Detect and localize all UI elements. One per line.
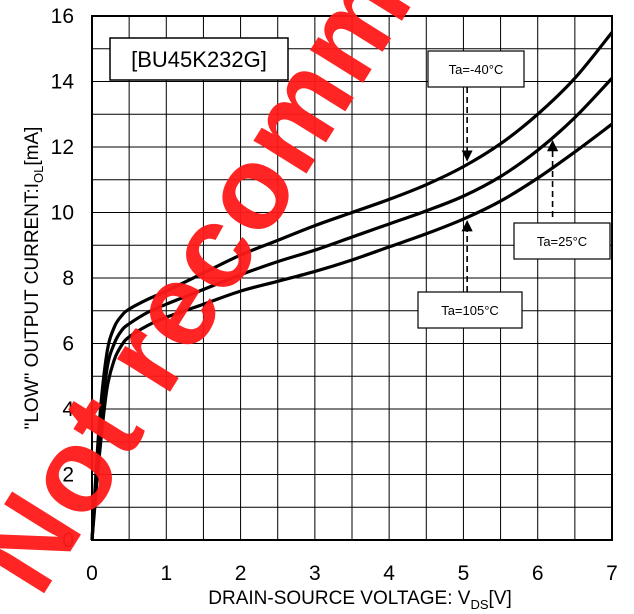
grid [91, 15, 613, 541]
annotation-2: Ta=105°C [417, 220, 523, 329]
annotation-1: Ta=25°C [513, 140, 611, 260]
series-layer [90, 31, 614, 541]
x-tick-label: 1 [160, 562, 172, 585]
annotation-0: Ta=-40°C [427, 50, 525, 162]
plot-frame [91, 15, 613, 541]
y-tick-label: 14 [51, 71, 75, 94]
y-axis-title-unit: [mA] [22, 127, 43, 166]
title-box: [BU45K232G] [109, 37, 289, 81]
y-tick-label: 4 [62, 398, 74, 421]
y-tick-label: 8 [62, 267, 74, 290]
series-line-1 [90, 77, 614, 541]
x-tick-label: 3 [309, 562, 321, 585]
x-tick-label: 2 [235, 562, 247, 585]
annotation-label: Ta=-40°C [449, 62, 504, 77]
x-tick-label: 7 [606, 562, 618, 585]
annotation-box [513, 222, 611, 260]
series-line-2 [90, 122, 613, 541]
x-axis-title: DRAIN-SOURCE VOLTAGE: VDS[V] [208, 588, 511, 612]
y-tick-label: 12 [51, 136, 74, 159]
x-axis-title-text: DRAIN-SOURCE VOLTAGE: V [208, 588, 470, 609]
y-tick-label: 16 [51, 5, 74, 28]
y-axis-title: "LOW" OUTPUT CURRENT:IOL[mA] [22, 127, 46, 430]
y-axis-title-text: "LOW" OUTPUT CURRENT:I [22, 183, 43, 429]
x-tick-label: 5 [458, 562, 470, 585]
x-tick-label: 6 [532, 562, 544, 585]
annotation-box [427, 50, 525, 88]
y-tick-label: 10 [51, 202, 74, 225]
annotation-label: Ta=105°C [441, 303, 499, 318]
y-axis-title-sub: OL [31, 166, 46, 183]
chart-title: [BU45K232G] [131, 47, 267, 72]
y-tick-label: 0 [62, 529, 74, 552]
plot-border [91, 15, 613, 541]
series-line-0 [90, 31, 614, 541]
annotation-label: Ta=25°C [537, 234, 587, 249]
y-tick-label: 6 [62, 333, 74, 356]
x-axis-title-unit: [V] [489, 588, 512, 609]
annotation-box [417, 291, 523, 329]
annotations: Ta=-40°C Ta=25°C Ta=105°C [417, 50, 611, 329]
x-tick-label: 4 [383, 562, 395, 585]
x-tick-label: 0 [86, 562, 98, 585]
y-tick-label: 2 [62, 464, 74, 487]
x-axis-title-sub: DS [470, 597, 488, 612]
